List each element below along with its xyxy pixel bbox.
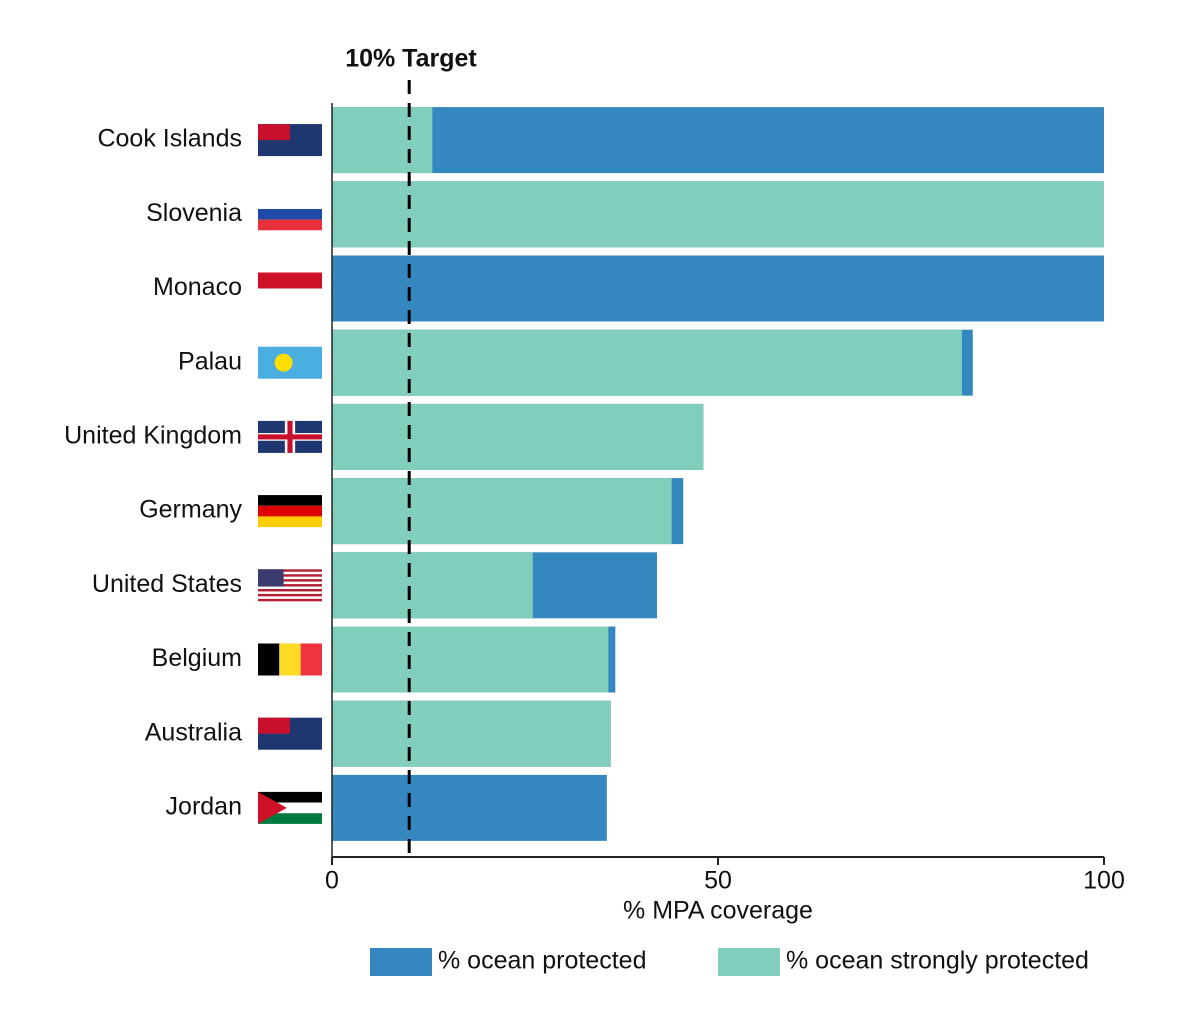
flag-shape <box>258 717 290 734</box>
y-tick-label: Jordan <box>166 793 242 821</box>
flag-shape <box>258 574 322 577</box>
x-tick-label: 50 <box>704 867 732 895</box>
bar <box>332 255 1104 322</box>
flag-shape <box>258 579 322 582</box>
flag-shape <box>300 643 322 676</box>
flags <box>258 124 322 824</box>
bar <box>332 478 672 545</box>
flag-shape <box>258 791 287 824</box>
y-tick-label: Australia <box>145 718 242 746</box>
flag-shape <box>258 802 322 814</box>
bar <box>332 107 433 174</box>
flag-shape <box>274 353 293 372</box>
legend-label: % ocean strongly protected <box>786 947 1089 975</box>
flag-shape <box>258 593 322 597</box>
x-tick-label: 100 <box>1083 867 1125 895</box>
flag-shape <box>258 588 322 592</box>
flag-shape <box>258 505 322 517</box>
legend-swatch <box>370 948 432 976</box>
flag-shape <box>258 219 322 231</box>
flag-shape <box>258 598 322 602</box>
reference-label: 10% Target <box>345 45 477 73</box>
flag-shape <box>258 434 322 440</box>
flag-shape <box>258 813 322 824</box>
y-tick-label: Cook Islands <box>97 125 242 153</box>
flag-shape <box>258 584 322 587</box>
flag-shape <box>258 198 322 209</box>
y-tick-label: Germany <box>139 496 242 524</box>
flag-shape <box>258 208 322 220</box>
flag-shape <box>279 643 301 676</box>
flag-shape <box>258 569 284 587</box>
bar <box>332 329 962 396</box>
legend-swatch <box>718 948 780 976</box>
bar <box>332 626 609 693</box>
flag-shape <box>258 272 322 289</box>
flag-shape <box>258 643 280 676</box>
flag-shape <box>258 124 290 141</box>
legend-label: % ocean protected <box>438 947 646 975</box>
bar <box>332 181 1104 248</box>
y-tick-label: Palau <box>178 347 242 375</box>
x-tick-label: 0 <box>325 867 339 895</box>
x-axis-label: % MPA coverage <box>623 897 813 925</box>
bar <box>332 552 533 619</box>
flag-shape <box>258 288 322 305</box>
bar <box>332 774 607 841</box>
bar <box>332 403 704 470</box>
flag-shape <box>258 495 322 506</box>
y-tick-label: Belgium <box>152 644 242 672</box>
bar <box>332 107 1104 174</box>
y-tick-label: Slovenia <box>146 199 242 227</box>
y-tick-label: United States <box>92 570 242 598</box>
bar <box>332 700 611 767</box>
flag-shape <box>258 516 322 528</box>
y-tick-label: United Kingdom <box>64 422 242 450</box>
flag-shape <box>258 791 322 803</box>
y-tick-label: Monaco <box>153 273 242 301</box>
flag-shape <box>258 569 322 572</box>
